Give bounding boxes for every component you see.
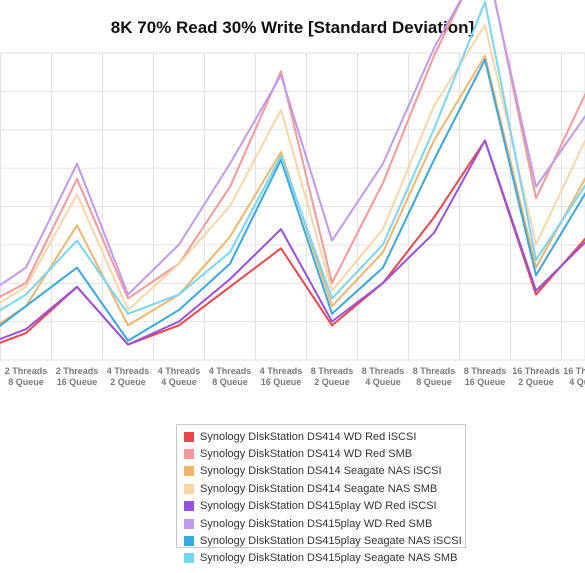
x-tick-label-line: 8 Threads — [362, 366, 405, 376]
x-tick-label-line: 16 Threads — [512, 366, 560, 376]
legend-item[interactable]: Synology DiskStation DS414 Seagate NAS i… — [184, 463, 459, 480]
x-tick-label-line: 16 Threads — [563, 366, 585, 376]
x-tick-label: 4 Threads 4 Queue — [158, 366, 201, 387]
legend-label: Synology DiskStation DS415play Seagate N… — [200, 535, 462, 548]
x-tick-label-line: 16 Queue — [57, 377, 98, 387]
legend-item[interactable]: Synology DiskStation DS415play Seagate N… — [184, 550, 459, 567]
legend-swatch — [184, 466, 194, 477]
legend-label: Synology DiskStation DS414 Seagate NAS i… — [200, 465, 442, 478]
series-line-3 — [0, 54, 585, 327]
x-tick-label: 2 Threads 16 Queue — [56, 366, 99, 387]
chart-title: 8K 70% Read 30% Write [Standard Deviatio… — [110, 18, 475, 37]
legend-label: Synology DiskStation DS414 WD Red SMB — [200, 448, 413, 461]
series-line-7 — [0, 58, 585, 342]
legend-item[interactable]: Synology DiskStation DS415play Seagate N… — [184, 532, 462, 549]
x-tick-label-line: 2 Threads — [5, 366, 48, 376]
x-tick-label: 8 Threads 4 Queue — [362, 366, 405, 387]
legend-item[interactable]: Synology DiskStation DS414 Seagate NAS S… — [184, 480, 459, 497]
x-tick-label-line: 2 Threads — [56, 366, 99, 376]
x-tick-label-line: 4 Threads — [209, 366, 252, 376]
x-tick-label: 8 Threads 2 Queue — [311, 366, 354, 387]
x-tick-label-line: 8 Threads — [413, 366, 456, 376]
legend-swatch — [184, 483, 194, 494]
x-tick-label-line: 4 Threads — [260, 366, 303, 376]
legend-label: Synology DiskStation DS414 WD Red iSCSI — [200, 430, 417, 443]
x-tick-label: 8 Threads 16 Queue — [464, 366, 507, 387]
x-tick-label-line: 2 Queue — [314, 377, 350, 387]
x-tick-label-line: 2 Queue — [518, 377, 554, 387]
legend-swatch — [184, 518, 194, 529]
series-line-6 — [0, 0, 585, 296]
legend: Synology DiskStation DS414 WD Red iSCSI S… — [176, 424, 466, 564]
legend-item[interactable]: Synology DiskStation DS415play WD Red SM… — [184, 515, 459, 532]
legend-label: Synology DiskStation DS415play WD Red SM… — [200, 517, 433, 530]
x-tick-label: 2 Threads 8 Queue — [5, 366, 48, 387]
legend-swatch — [184, 449, 194, 460]
legend-label: Synology DiskStation DS415play Seagate N… — [200, 552, 458, 565]
x-tick-label-line: 8 Queue — [416, 377, 452, 387]
legend-item[interactable]: Synology DiskStation DS414 WD Red SMB — [184, 445, 459, 462]
legend-swatch — [184, 501, 194, 512]
x-tick-label-line: 8 Threads — [464, 366, 507, 376]
x-tick-label: 4 Threads 8 Queue — [209, 366, 252, 387]
x-tick-label: 8 Threads 8 Queue — [413, 366, 456, 387]
x-tick-label: 16 Threads 2 Queue — [512, 366, 560, 387]
legend-label: Synology DiskStation DS415play WD Red iS… — [200, 500, 437, 513]
x-tick-label-line: 8 Queue — [212, 377, 248, 387]
x-tick-label-line: 2 Queue — [110, 377, 146, 387]
legend-item[interactable]: Synology DiskStation DS415play WD Red iS… — [184, 498, 459, 515]
series-line-4 — [0, 24, 585, 311]
legend-swatch — [184, 553, 194, 564]
x-tick-label-line: 4 Queue — [161, 377, 197, 387]
legend-swatch — [184, 536, 194, 547]
x-tick-label-line: 8 Threads — [311, 366, 354, 376]
series-lines — [0, 0, 585, 346]
x-tick-label: 4 Threads 2 Queue — [107, 366, 150, 387]
x-tick-label-line: 4 Queue — [365, 377, 401, 387]
series-line-2 — [0, 0, 585, 300]
x-tick-label-line: 16 Queue — [261, 377, 302, 387]
x-tick-label-line: 4 Threads — [158, 366, 201, 376]
series-line-5 — [0, 139, 585, 346]
x-tick-label-line: 8 Queue — [8, 377, 44, 387]
plot-border — [0, 52, 585, 361]
legend-item[interactable]: Synology DiskStation DS414 WD Red iSCSI — [184, 428, 459, 445]
x-tick-label-line: 4 Threads — [107, 366, 150, 376]
x-tick-label-line: 4 Queue — [569, 377, 585, 387]
series-line-8 — [0, 0, 585, 315]
x-tick-label-line: 16 Queue — [465, 377, 506, 387]
legend-label: Synology DiskStation DS414 Seagate NAS S… — [200, 482, 438, 495]
x-tick-label: 4 Threads 16 Queue — [260, 366, 303, 387]
legend-swatch — [184, 431, 194, 442]
